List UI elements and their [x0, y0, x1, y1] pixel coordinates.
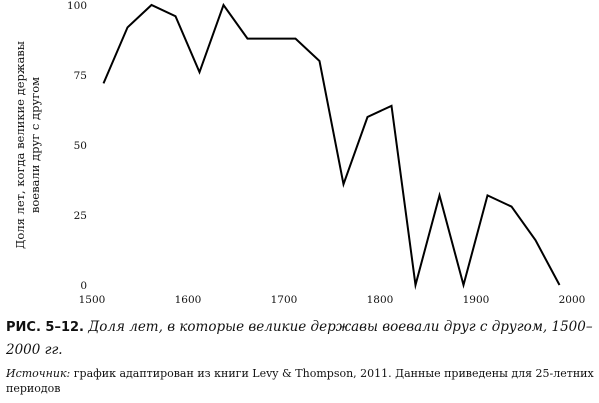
line-chart: 0 25 50 75 100 1500 1600 1700 1800 1900 2000 Доля …	[13, 0, 585, 306]
y-axis-label: Доля лет, когда великие державывоевали д…	[13, 41, 42, 249]
x-tick-label: 1700	[271, 294, 298, 306]
x-tick-label: 1900	[463, 294, 490, 306]
y-axis-title: Доля лет, когда великие державывоевали д…	[13, 41, 42, 249]
figure-label: РИС. 5–12.	[6, 320, 84, 335]
figure-caption: РИС. 5–12. Доля лет, в которые великие д…	[6, 316, 596, 361]
chart-axes: 0 25 50 75 100 1500 1600 1700 1800 1900 2000	[67, 0, 585, 306]
y-tick-label: 50	[74, 140, 87, 152]
y-tick-label: 25	[74, 210, 87, 222]
y-tick-label: 0	[80, 280, 87, 292]
source-label: Источник:	[6, 367, 71, 380]
figure-source: Источник: график адаптирован из книги Le…	[6, 366, 594, 396]
series-line	[102, 2, 561, 291]
figure-title: Доля лет, в которые великие державы воев…	[6, 319, 593, 358]
source-text: график адаптирован из книги Levy & Thomp…	[6, 367, 594, 395]
chart-series	[102, 2, 561, 291]
y-tick-label: 100	[67, 0, 87, 12]
x-tick-label: 1600	[175, 294, 202, 306]
y-axis-title-line: Доля лет, когда великие державы	[13, 41, 27, 249]
x-tick-label: 1800	[367, 294, 394, 306]
y-axis-title-line: воевали друг с другом	[28, 77, 42, 213]
x-tick-label: 1500	[79, 294, 106, 306]
x-tick-label: 2000	[559, 294, 586, 306]
y-tick-label: 75	[74, 70, 87, 82]
